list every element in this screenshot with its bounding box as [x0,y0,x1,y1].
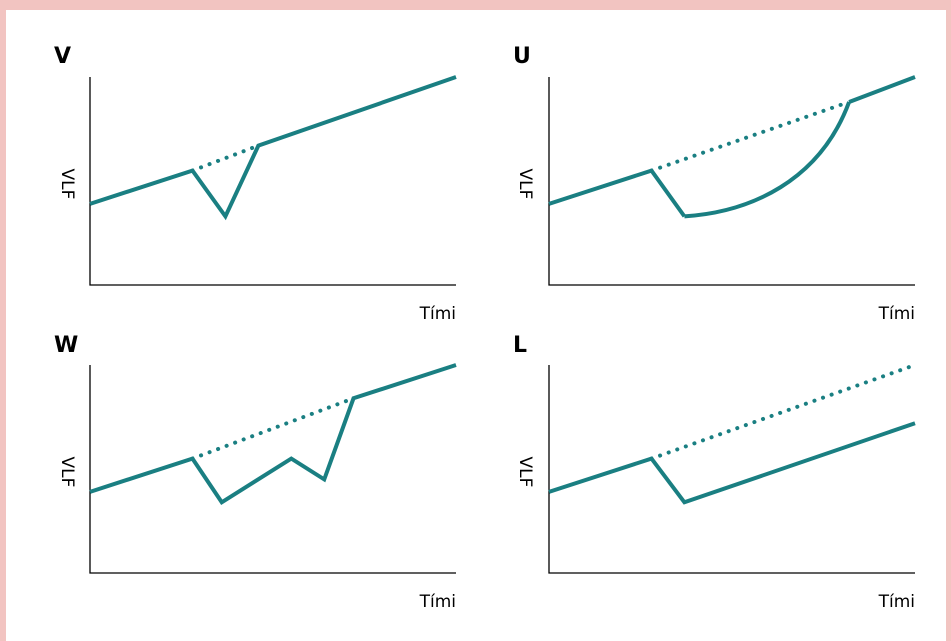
y-axis-label: VLF [515,169,535,200]
axis-lines [548,77,915,286]
y-axis-label: VLF [515,457,535,488]
panel-title: U [513,44,531,69]
trend-dotted-line-3 [649,99,852,173]
chart-card: V VLF Tími U VLF Tími W VLF Tími L VLF Tími [6,10,946,641]
panel-title: L [513,333,527,358]
axis-lines [89,77,456,286]
x-axis-label: Tími [878,592,915,612]
x-axis-label: Tími [419,304,456,324]
y-axis-label: VLF [57,457,77,488]
x-axis-label: Tími [878,304,915,324]
axis-lines [89,365,456,574]
series-line-2 [848,75,916,104]
series-line-0 [89,363,457,506]
chart-panel-w: W VLF Tími [54,333,457,612]
chart-panel-l: L VLF Tími [513,333,917,612]
trend-dotted-line-1 [649,363,917,461]
chart-svg: V VLF Tími U VLF Tími W VLF Tími L VLF Tími [54,44,917,612]
chart-panel-v: V VLF Tími [54,44,457,324]
axis-lines [548,365,915,574]
series-line-0 [548,421,916,505]
trend-dotted-line-1 [190,396,356,461]
series-line-0 [548,168,687,218]
trend-dotted-line-1 [190,143,261,173]
series-line-0 [89,75,457,221]
panel-title: V [54,44,71,69]
series-line-1 [684,101,851,219]
chart-panel-u: U VLF Tími [513,44,916,324]
x-axis-label: Tími [419,592,456,612]
panel-title: W [54,333,78,358]
y-axis-label: VLF [57,169,77,200]
